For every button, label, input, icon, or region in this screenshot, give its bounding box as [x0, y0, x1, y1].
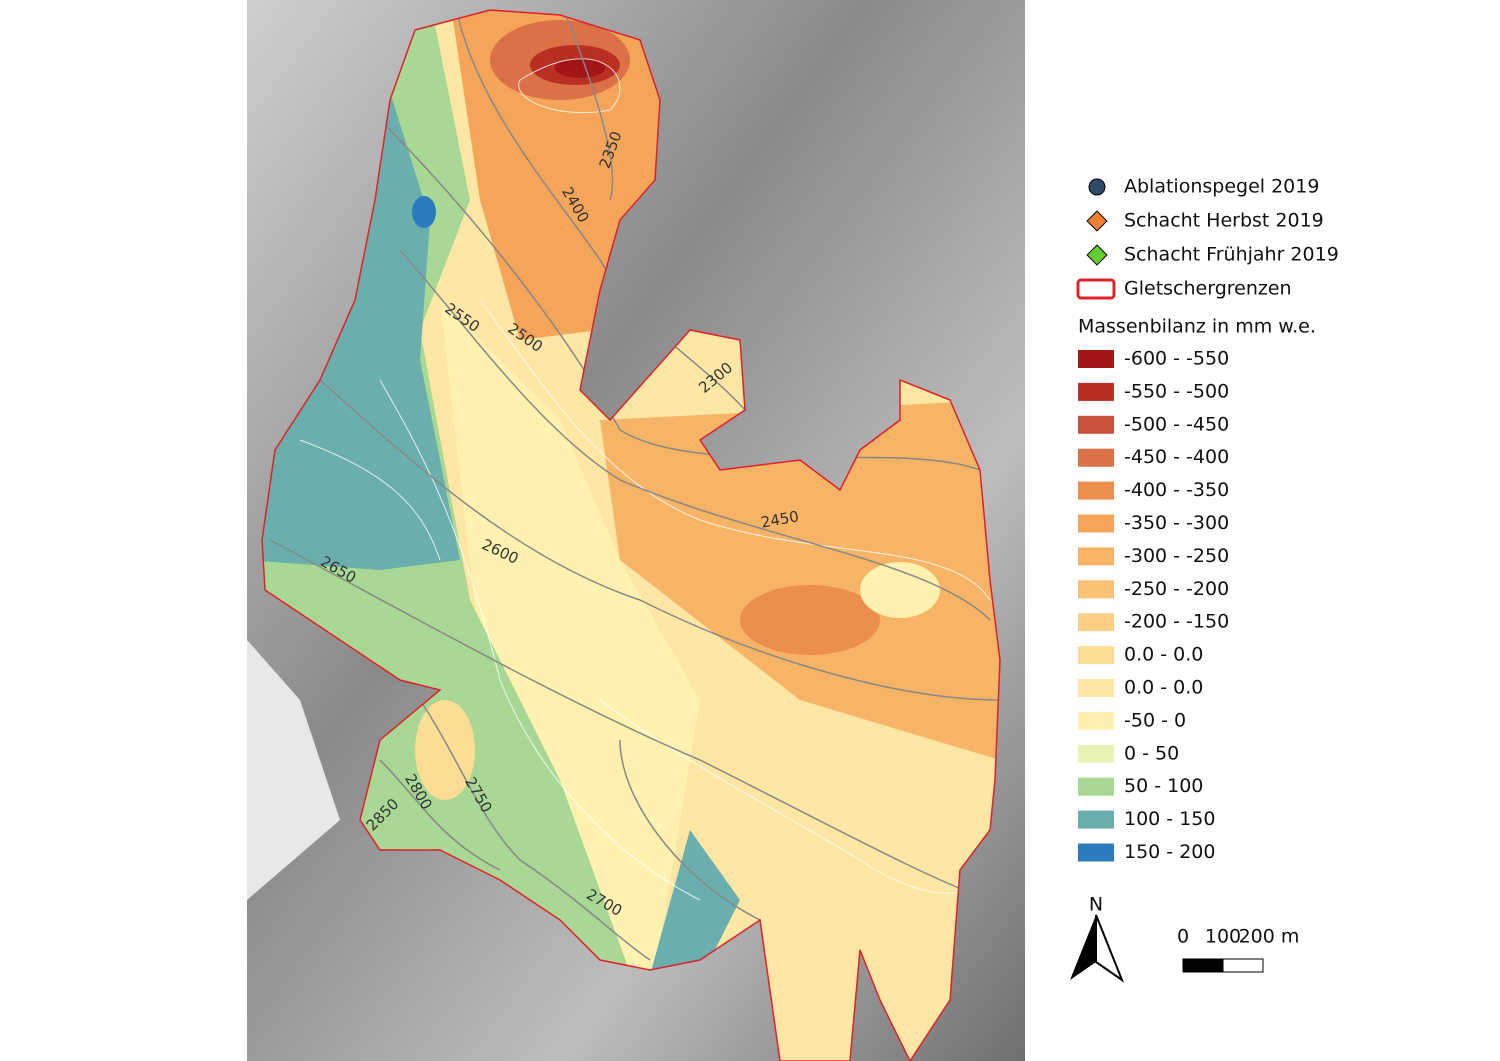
legend-label: 0.0 - 0.0 — [1124, 677, 1203, 699]
legend-label: Schacht Frühjahr 2019 — [1124, 244, 1339, 266]
legend-marker — [1086, 210, 1108, 232]
legend-label: 50 - 100 — [1124, 775, 1203, 797]
legend-marker — [1088, 178, 1106, 196]
scale-bar — [1222, 958, 1264, 973]
legend-label: -50 - 0 — [1124, 709, 1186, 731]
legend-label: Gletschergrenzen — [1124, 278, 1292, 300]
legend-label: -500 - -450 — [1124, 413, 1229, 435]
legend-swatch — [1078, 711, 1114, 730]
legend-title: Massenbilanz in mm w.e. — [1078, 316, 1316, 338]
legend-label: -200 - -150 — [1124, 611, 1229, 633]
legend-swatch — [1078, 679, 1114, 697]
legend-swatch — [1078, 843, 1114, 862]
legend-label: -400 - -350 — [1124, 479, 1229, 501]
hillshade-light — [247, 640, 340, 900]
legend-swatch — [1078, 646, 1114, 665]
legend-label: 150 - 200 — [1124, 841, 1215, 863]
legend-swatch — [1078, 613, 1114, 632]
legend-label: 100 - 150 — [1124, 808, 1215, 830]
legend-swatch — [1078, 777, 1114, 796]
legend-label: -350 - -300 — [1124, 512, 1229, 534]
legend-label: -300 - -250 — [1124, 545, 1229, 567]
legend-swatch — [1078, 514, 1114, 533]
legend-marker — [1076, 278, 1116, 300]
legend-label: Schacht Herbst 2019 — [1124, 210, 1324, 232]
legend-swatch — [1078, 547, 1114, 566]
legend-swatch — [1078, 350, 1114, 368]
legend-swatch — [1078, 481, 1114, 500]
legend-marker — [1086, 244, 1108, 266]
north-label: N — [1089, 894, 1103, 916]
legend-label: 0 - 50 — [1124, 742, 1179, 764]
legend-swatch — [1078, 382, 1114, 401]
legend-swatch — [1078, 744, 1114, 763]
legend-swatch — [1078, 448, 1114, 467]
scale-label: 100 — [1205, 926, 1241, 948]
legend-label: -450 - -400 — [1124, 446, 1229, 468]
scale-label: 0 — [1177, 926, 1189, 948]
legend-label: -600 - -550 — [1124, 348, 1229, 370]
legend-label: -250 - -200 — [1124, 578, 1229, 600]
scale-bar — [1182, 958, 1224, 973]
scale-label: 200 m — [1239, 926, 1300, 948]
legend-swatch — [1078, 810, 1114, 829]
north-arrow — [1095, 914, 1125, 983]
legend-label: Ablationspegel 2019 — [1124, 176, 1319, 198]
legend-label: -550 - -500 — [1124, 380, 1229, 402]
north-arrow — [1070, 915, 1096, 980]
legend-label: 0.0 - 0.0 — [1124, 644, 1203, 666]
legend-swatch — [1078, 415, 1114, 434]
legend-swatch — [1078, 580, 1114, 599]
